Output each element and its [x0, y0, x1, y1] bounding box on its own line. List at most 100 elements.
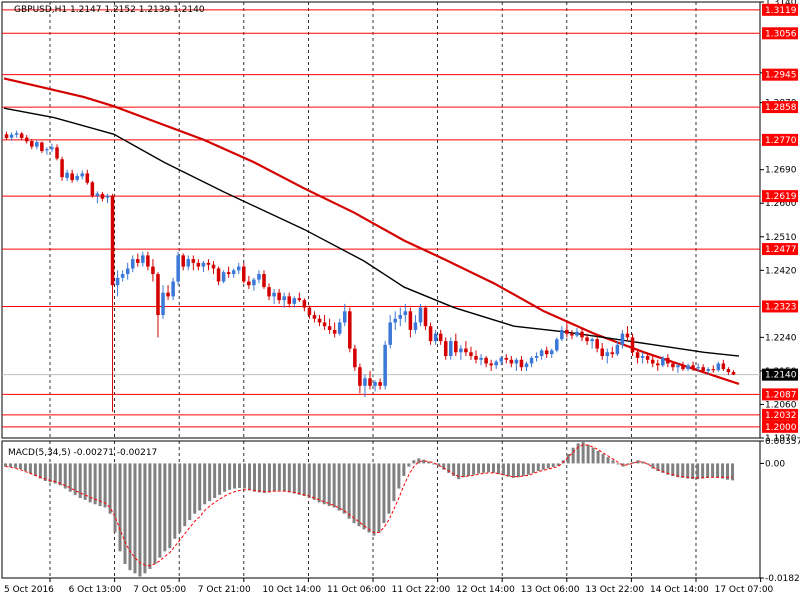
macd-bar	[676, 463, 680, 478]
candle-body	[595, 339, 599, 349]
macd-bar	[33, 463, 37, 476]
candle-body	[353, 348, 357, 368]
candle-body	[267, 287, 271, 297]
y-tick-label: 1.2600	[765, 199, 797, 209]
candle-body	[454, 341, 458, 353]
candle-body	[348, 311, 352, 349]
macd-bar	[292, 463, 296, 494]
candle-body	[378, 382, 382, 386]
candle-body	[494, 361, 498, 366]
candle-body	[332, 329, 337, 334]
candle-body	[171, 281, 175, 297]
macd-bar	[143, 463, 147, 574]
macd-bar	[88, 463, 92, 503]
macd-bar	[686, 463, 690, 479]
candle-body	[186, 259, 191, 267]
candle-body	[686, 365, 690, 370]
macd-bar	[696, 463, 700, 480]
candle-body	[312, 315, 317, 319]
level-tag-bg	[762, 68, 798, 81]
candle-body	[257, 274, 261, 280]
macd-bar	[367, 463, 371, 533]
candle-body	[231, 270, 236, 275]
current-price-tag: 1.2140	[765, 371, 797, 381]
macd-bar	[223, 463, 227, 492]
chart-header: GBPUSD,H1 1.2147 1.2152 1.2139 1.2140	[14, 5, 205, 15]
candle-body	[262, 274, 266, 288]
level-tag-bg	[762, 388, 798, 401]
candle-body	[691, 365, 695, 368]
macd-bar	[312, 463, 316, 500]
macd-bar	[397, 463, 401, 489]
macd-bar	[282, 463, 286, 492]
macd-bar	[377, 463, 381, 533]
candle-body	[141, 255, 145, 263]
macd-bar	[541, 463, 545, 470]
candle-body	[585, 337, 589, 342]
level-tags: 1.3119 1.3056 1.2945 1.2858 1.2770 1.2619 1.24…	[762, 3, 798, 433]
candle-body	[206, 262, 211, 265]
macd-bar	[666, 463, 670, 475]
candle-body	[105, 195, 110, 198]
macd-bar	[731, 463, 735, 481]
candle-body	[489, 363, 493, 366]
candle-body	[655, 363, 660, 366]
candle-body	[368, 378, 372, 386]
horizontal-levels	[2, 9, 760, 428]
macd-bar	[163, 463, 167, 552]
macd-bar	[571, 447, 575, 464]
candle-body	[433, 333, 438, 342]
candle-body	[443, 341, 448, 357]
candle-body	[438, 333, 443, 342]
macd-bar	[427, 461, 431, 464]
level-tag-bg	[762, 101, 798, 114]
candle-body	[40, 142, 44, 152]
macd-bar	[352, 463, 356, 524]
level-tag-label: 1.3119	[765, 6, 797, 16]
candle-body	[383, 344, 387, 386]
candle-body	[201, 262, 206, 267]
macd-panel: 0.00357 0.00 -0.01824	[4, 437, 800, 584]
y-tick-label: 1.2240	[765, 333, 797, 343]
candle-body	[75, 176, 79, 180]
candle-body	[282, 296, 286, 301]
candle-body	[146, 255, 150, 267]
moving-average-black	[3, 107, 740, 357]
macd-bar	[511, 463, 515, 478]
candle-body	[292, 298, 297, 304]
candle-body	[363, 378, 367, 386]
macd-bar	[681, 463, 685, 478]
macd-bar	[332, 463, 336, 508]
candle-body	[65, 172, 69, 178]
macd-bar	[566, 454, 570, 464]
candle-body	[242, 266, 246, 282]
candle-body	[474, 356, 478, 360]
macd-bar	[118, 463, 122, 552]
level-tag-bg	[762, 190, 798, 203]
macd-bar	[243, 463, 247, 489]
macd-bar	[267, 463, 271, 493]
candle-body	[19, 133, 24, 139]
macd-bar	[531, 463, 535, 473]
candle-body	[661, 357, 665, 366]
candle-body	[45, 149, 49, 151]
candle-body	[161, 292, 165, 316]
macd-bar	[606, 457, 610, 464]
macd-bar	[198, 463, 202, 511]
x-tick-label: 12 Oct 14:00	[456, 585, 515, 595]
candle-body	[701, 367, 705, 371]
macd-bar	[78, 463, 82, 498]
candle-body	[29, 140, 34, 147]
candle-body	[625, 333, 630, 338]
y-tick-label: 1.2510	[765, 233, 797, 243]
candle-body	[50, 147, 54, 150]
candle-body	[120, 274, 125, 278]
candle-body	[100, 193, 105, 199]
macd-bar	[477, 463, 481, 474]
candle-body	[24, 137, 29, 142]
main-frame	[1, 1, 761, 439]
candle-body	[342, 311, 347, 323]
candle-body	[726, 369, 731, 373]
